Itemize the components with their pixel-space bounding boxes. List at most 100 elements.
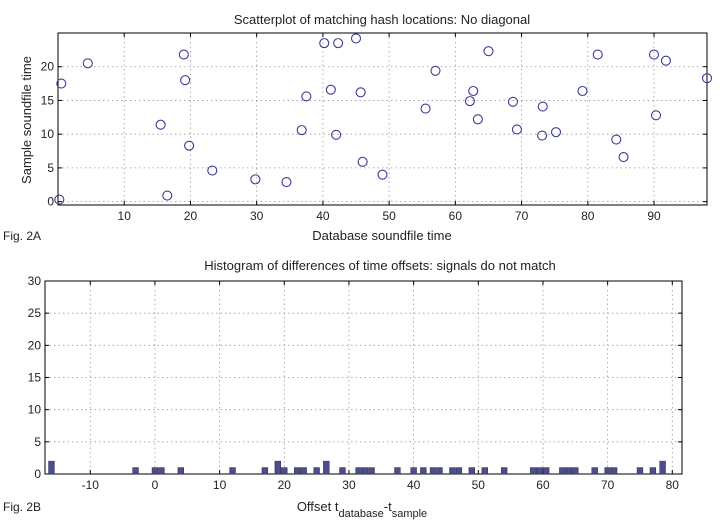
histogram-bar [536,467,543,475]
scatter-y-tick-label: 5 [47,161,54,175]
scatter-point [537,130,548,141]
histogram-plot: -10 0 10 20 30 40 50 60 70 80 0 5 10 15 20 25 30 [28,274,683,492]
histogram-bar [313,467,320,475]
histogram-bar [132,467,139,475]
histogram-x-tick-label: 60 [536,478,550,492]
scatter-x-tick-label: 20 [184,209,198,223]
histogram-x-tick-label: 80 [666,478,680,492]
scatter-point [468,85,479,97]
histogram-bar [530,467,537,475]
histogram-figure-label: Fig. 2B [3,500,41,514]
scatter-point [296,125,307,136]
scatter-point [82,58,93,69]
scatter-point [550,127,562,138]
scatter-point [660,55,671,66]
scatter-y-axis-label: Sample soundfile time [19,56,34,184]
histogram-bar [339,467,346,475]
scatter-title: Scatterplot of matching hash locations: … [234,12,530,27]
scatter-x-tick-label: 60 [449,209,463,223]
scatter-x-tick-label: 10 [118,209,132,223]
histogram-x-tick-label: 70 [601,478,615,492]
histogram-x-tick-label: 40 [407,478,421,492]
histogram-bar [659,460,666,475]
histogram-bar [436,467,443,475]
histogram-x-tick-label: 0 [152,478,159,492]
histogram-bar [610,467,618,475]
scatter-x-axis-label: Database soundfile time [312,228,451,243]
histogram-bar [572,467,579,475]
scatter-point [162,190,173,201]
scatter-point [357,156,368,167]
histogram-bar [294,467,301,475]
histogram-bar [151,467,159,475]
histogram-bar [565,467,572,475]
histogram-y-tick-label: 25 [28,306,42,320]
histogram-x-tick-label: 20 [278,478,292,492]
histogram-bar [455,467,463,475]
scatter-point [325,84,336,95]
xlabel-sub-database: database [338,508,383,520]
scatter-y-tick-label: 15 [41,93,55,107]
histogram-title: Histogram of differences of time offsets… [204,258,555,273]
scatter-point [319,38,330,49]
histogram-bar [649,467,657,475]
scatter-point [207,165,218,176]
histogram-x-tick-label: 30 [342,478,356,492]
scatter-x-tick-label: 80 [581,209,595,223]
histogram-bar [559,467,566,475]
histogram-x-tick-label: -10 [82,478,100,492]
histogram-bar [429,467,437,475]
histogram-bar [394,467,401,475]
scatter-point [54,194,65,205]
histogram-y-tick-label: 30 [28,274,42,288]
histogram-bar [500,467,508,475]
histogram-bar [274,460,281,475]
histogram-bar [261,467,269,475]
scatter-x-tick-label: 40 [316,209,330,223]
scatter-point [483,46,494,57]
scatter-point [511,124,522,135]
histogram-bar [481,467,488,475]
histogram-bar [636,467,644,475]
histogram-bar [543,467,550,475]
histogram-bar [355,467,362,475]
histogram-bar [281,467,288,475]
histogram-bar [368,467,375,475]
scatter-y-tick-label: 0 [47,195,54,209]
histogram-bar [591,467,598,475]
scatter-y-tick-label: 20 [41,60,55,74]
scatter-x-tick-label: 50 [382,209,396,223]
xlabel-sub-sample: sample [392,508,427,520]
histogram-bar [48,460,55,475]
histogram-y-tick-label: 0 [34,467,41,481]
histogram-bar [158,467,165,475]
scatter-x-tick-label: 30 [250,209,264,223]
scatter-point [577,85,588,97]
scatter-frame [57,32,708,206]
histogram-bar [323,460,330,475]
histogram-y-tick-label: 10 [28,403,42,417]
scatter-point [333,38,344,49]
scatter-point [250,174,261,185]
scatter-point [184,140,195,151]
scatter-point [648,49,660,60]
histogram-x-axis-label: Offset tdatabase-tsample [297,499,427,520]
scatter-point [537,101,548,112]
scatter-point [592,49,603,60]
scatter-plot: 10 20 30 40 50 60 70 80 90 0 5 10 15 20 [41,32,713,223]
histogram-bar [468,467,475,475]
scatter-point [355,87,366,98]
histogram-bar [420,467,427,475]
scatter-point [180,75,191,86]
scatter-point [281,177,292,188]
scatter-point [301,91,312,102]
scatter-x-tick-label: 70 [515,209,529,223]
histogram-bar [361,467,369,475]
scatter-point [472,114,483,125]
xlabel-mid: -t [384,499,392,514]
scatter-point [350,33,362,44]
scatter-point [155,119,166,130]
scatter-y-tick-label: 10 [41,127,55,141]
scatter-point [464,96,475,107]
